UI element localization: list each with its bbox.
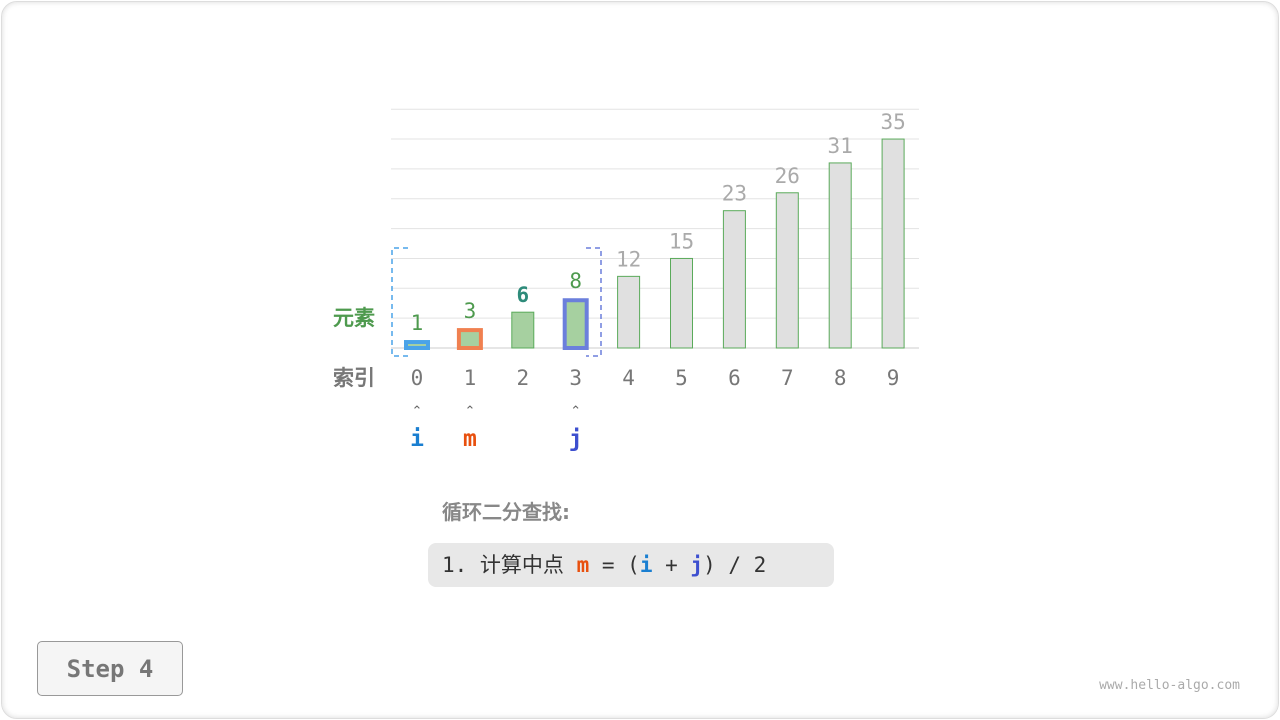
formula-tail: ) / 2 [703, 553, 767, 577]
bar-2 [511, 311, 535, 349]
formula-i: i [639, 553, 653, 577]
value-label-1: 3 [464, 299, 477, 323]
formula-prefix: 1. 计算中点 [442, 553, 577, 577]
bar-3 [562, 298, 589, 350]
bar-7 [775, 192, 799, 349]
bar-5 [670, 257, 693, 349]
value-label-7: 26 [775, 164, 800, 188]
bar-4 [617, 275, 641, 349]
bar-6 [722, 210, 746, 349]
pointer-arrow-icon: ⌃ [412, 404, 423, 419]
index-label-0: 0 [411, 366, 424, 390]
watermark: www.hello-algo.com [1099, 678, 1240, 693]
pointer-arrow-icon: ⌃ [570, 404, 581, 419]
index-label-7: 7 [781, 366, 794, 390]
index-label-2: 2 [516, 366, 529, 390]
value-label-5: 15 [669, 229, 694, 253]
step-button[interactable]: Step 4 [37, 641, 183, 696]
row-label-elements: 元素 [333, 306, 375, 330]
value-label-0: 1 [411, 311, 424, 335]
bar-0 [404, 340, 430, 350]
pointer-j: j [569, 426, 583, 452]
pointer-m: m [463, 426, 477, 452]
value-label-4: 12 [616, 247, 641, 271]
pointer-i: i [410, 426, 424, 452]
index-label-5: 5 [675, 366, 688, 390]
step-formula: 1. 计算中点 m = (i + j) / 2 [428, 543, 834, 587]
pointer-arrow-icon: ⌃ [464, 404, 475, 419]
index-label-6: 6 [728, 366, 741, 390]
index-label-4: 4 [622, 366, 635, 390]
range-bracket-right [586, 247, 602, 357]
index-label-8: 8 [834, 366, 847, 390]
index-label-9: 9 [887, 366, 900, 390]
formula-m: m [576, 553, 590, 577]
bar-8 [828, 162, 852, 349]
formula-j: j [690, 553, 704, 577]
index-label-3: 3 [569, 366, 582, 390]
index-label-1: 1 [464, 366, 477, 390]
formula-eq: = ( [589, 553, 640, 577]
value-label-9: 35 [880, 110, 905, 134]
value-label-6: 23 [722, 182, 747, 206]
bar-9 [881, 138, 905, 349]
value-label-2: 6 [516, 283, 529, 307]
range-bracket-left [391, 247, 408, 357]
bar-1 [456, 328, 483, 350]
algorithm-title: 循环二分查找: [442, 500, 570, 524]
formula-plus: + [652, 553, 691, 577]
value-label-8: 31 [828, 134, 853, 158]
row-label-index: 索引 [333, 366, 375, 390]
value-label-3: 8 [569, 269, 582, 293]
